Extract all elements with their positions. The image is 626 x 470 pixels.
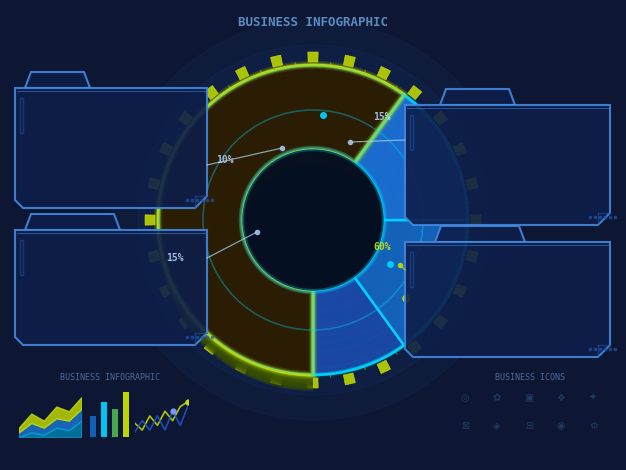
Circle shape xyxy=(158,65,468,375)
Polygon shape xyxy=(433,111,448,125)
Wedge shape xyxy=(158,66,404,376)
Text: 15%: 15% xyxy=(166,253,184,263)
Wedge shape xyxy=(313,277,404,375)
Polygon shape xyxy=(344,55,356,67)
Wedge shape xyxy=(158,79,404,390)
Polygon shape xyxy=(308,378,318,388)
Polygon shape xyxy=(344,373,356,385)
Wedge shape xyxy=(158,65,404,375)
Polygon shape xyxy=(270,373,282,385)
Circle shape xyxy=(138,45,488,395)
Bar xyxy=(123,392,129,437)
Polygon shape xyxy=(25,72,90,88)
Bar xyxy=(90,416,96,437)
Wedge shape xyxy=(158,71,404,381)
Circle shape xyxy=(238,145,388,295)
Polygon shape xyxy=(148,251,160,262)
Polygon shape xyxy=(160,142,173,156)
Wedge shape xyxy=(354,220,468,345)
Polygon shape xyxy=(453,284,466,298)
Wedge shape xyxy=(158,70,404,380)
Text: ✦: ✦ xyxy=(589,393,597,403)
Text: ❖: ❖ xyxy=(557,393,565,403)
Wedge shape xyxy=(158,72,404,382)
Polygon shape xyxy=(15,230,207,345)
Polygon shape xyxy=(15,88,207,208)
Circle shape xyxy=(218,125,408,315)
Text: ◈: ◈ xyxy=(493,421,501,431)
Text: ⚙: ⚙ xyxy=(588,421,597,431)
Polygon shape xyxy=(377,360,391,374)
Wedge shape xyxy=(158,81,404,391)
Polygon shape xyxy=(160,284,173,298)
Polygon shape xyxy=(178,111,193,125)
Bar xyxy=(111,409,118,437)
Text: BUSINESS INFOGRAPHIC: BUSINESS INFOGRAPHIC xyxy=(60,374,160,383)
Text: ⊞: ⊞ xyxy=(525,421,533,431)
Text: ▣: ▣ xyxy=(525,393,533,403)
Polygon shape xyxy=(466,251,478,262)
Wedge shape xyxy=(158,76,404,386)
Wedge shape xyxy=(158,69,404,379)
Circle shape xyxy=(178,85,448,355)
Polygon shape xyxy=(433,314,448,329)
Wedge shape xyxy=(158,74,404,384)
Polygon shape xyxy=(435,226,525,242)
Polygon shape xyxy=(440,89,515,105)
Wedge shape xyxy=(158,80,404,390)
Text: ⊠: ⊠ xyxy=(461,421,469,431)
Polygon shape xyxy=(405,105,610,225)
Text: ◎: ◎ xyxy=(461,393,470,403)
Text: BUSINESS INFOGRAPHIC: BUSINESS INFOGRAPHIC xyxy=(238,16,388,29)
Polygon shape xyxy=(377,66,391,80)
Polygon shape xyxy=(408,340,422,354)
Wedge shape xyxy=(158,75,404,385)
Polygon shape xyxy=(471,215,481,225)
Polygon shape xyxy=(204,86,218,100)
Text: 60%: 60% xyxy=(373,242,391,252)
Wedge shape xyxy=(354,94,468,220)
Text: 15%: 15% xyxy=(373,112,391,122)
Circle shape xyxy=(243,150,383,290)
Polygon shape xyxy=(453,142,466,156)
Text: ✿: ✿ xyxy=(493,393,501,403)
Polygon shape xyxy=(178,314,193,329)
Wedge shape xyxy=(158,68,404,378)
Circle shape xyxy=(113,20,513,420)
Polygon shape xyxy=(466,178,478,189)
Wedge shape xyxy=(158,70,404,379)
Polygon shape xyxy=(408,86,422,100)
Polygon shape xyxy=(235,66,249,80)
Polygon shape xyxy=(235,360,249,374)
Wedge shape xyxy=(158,78,404,389)
Bar xyxy=(101,402,108,437)
Polygon shape xyxy=(25,214,120,230)
Wedge shape xyxy=(158,73,404,383)
Polygon shape xyxy=(270,55,282,67)
Circle shape xyxy=(198,105,428,335)
Polygon shape xyxy=(204,340,218,354)
Wedge shape xyxy=(158,67,404,377)
Polygon shape xyxy=(405,242,610,357)
Wedge shape xyxy=(158,77,404,387)
Polygon shape xyxy=(308,52,318,62)
Text: BUSINESS ICONS: BUSINESS ICONS xyxy=(495,374,565,383)
Wedge shape xyxy=(158,78,404,388)
Polygon shape xyxy=(145,215,155,225)
Polygon shape xyxy=(148,178,160,189)
Text: ◉: ◉ xyxy=(557,421,565,431)
Text: 10%: 10% xyxy=(216,155,234,165)
